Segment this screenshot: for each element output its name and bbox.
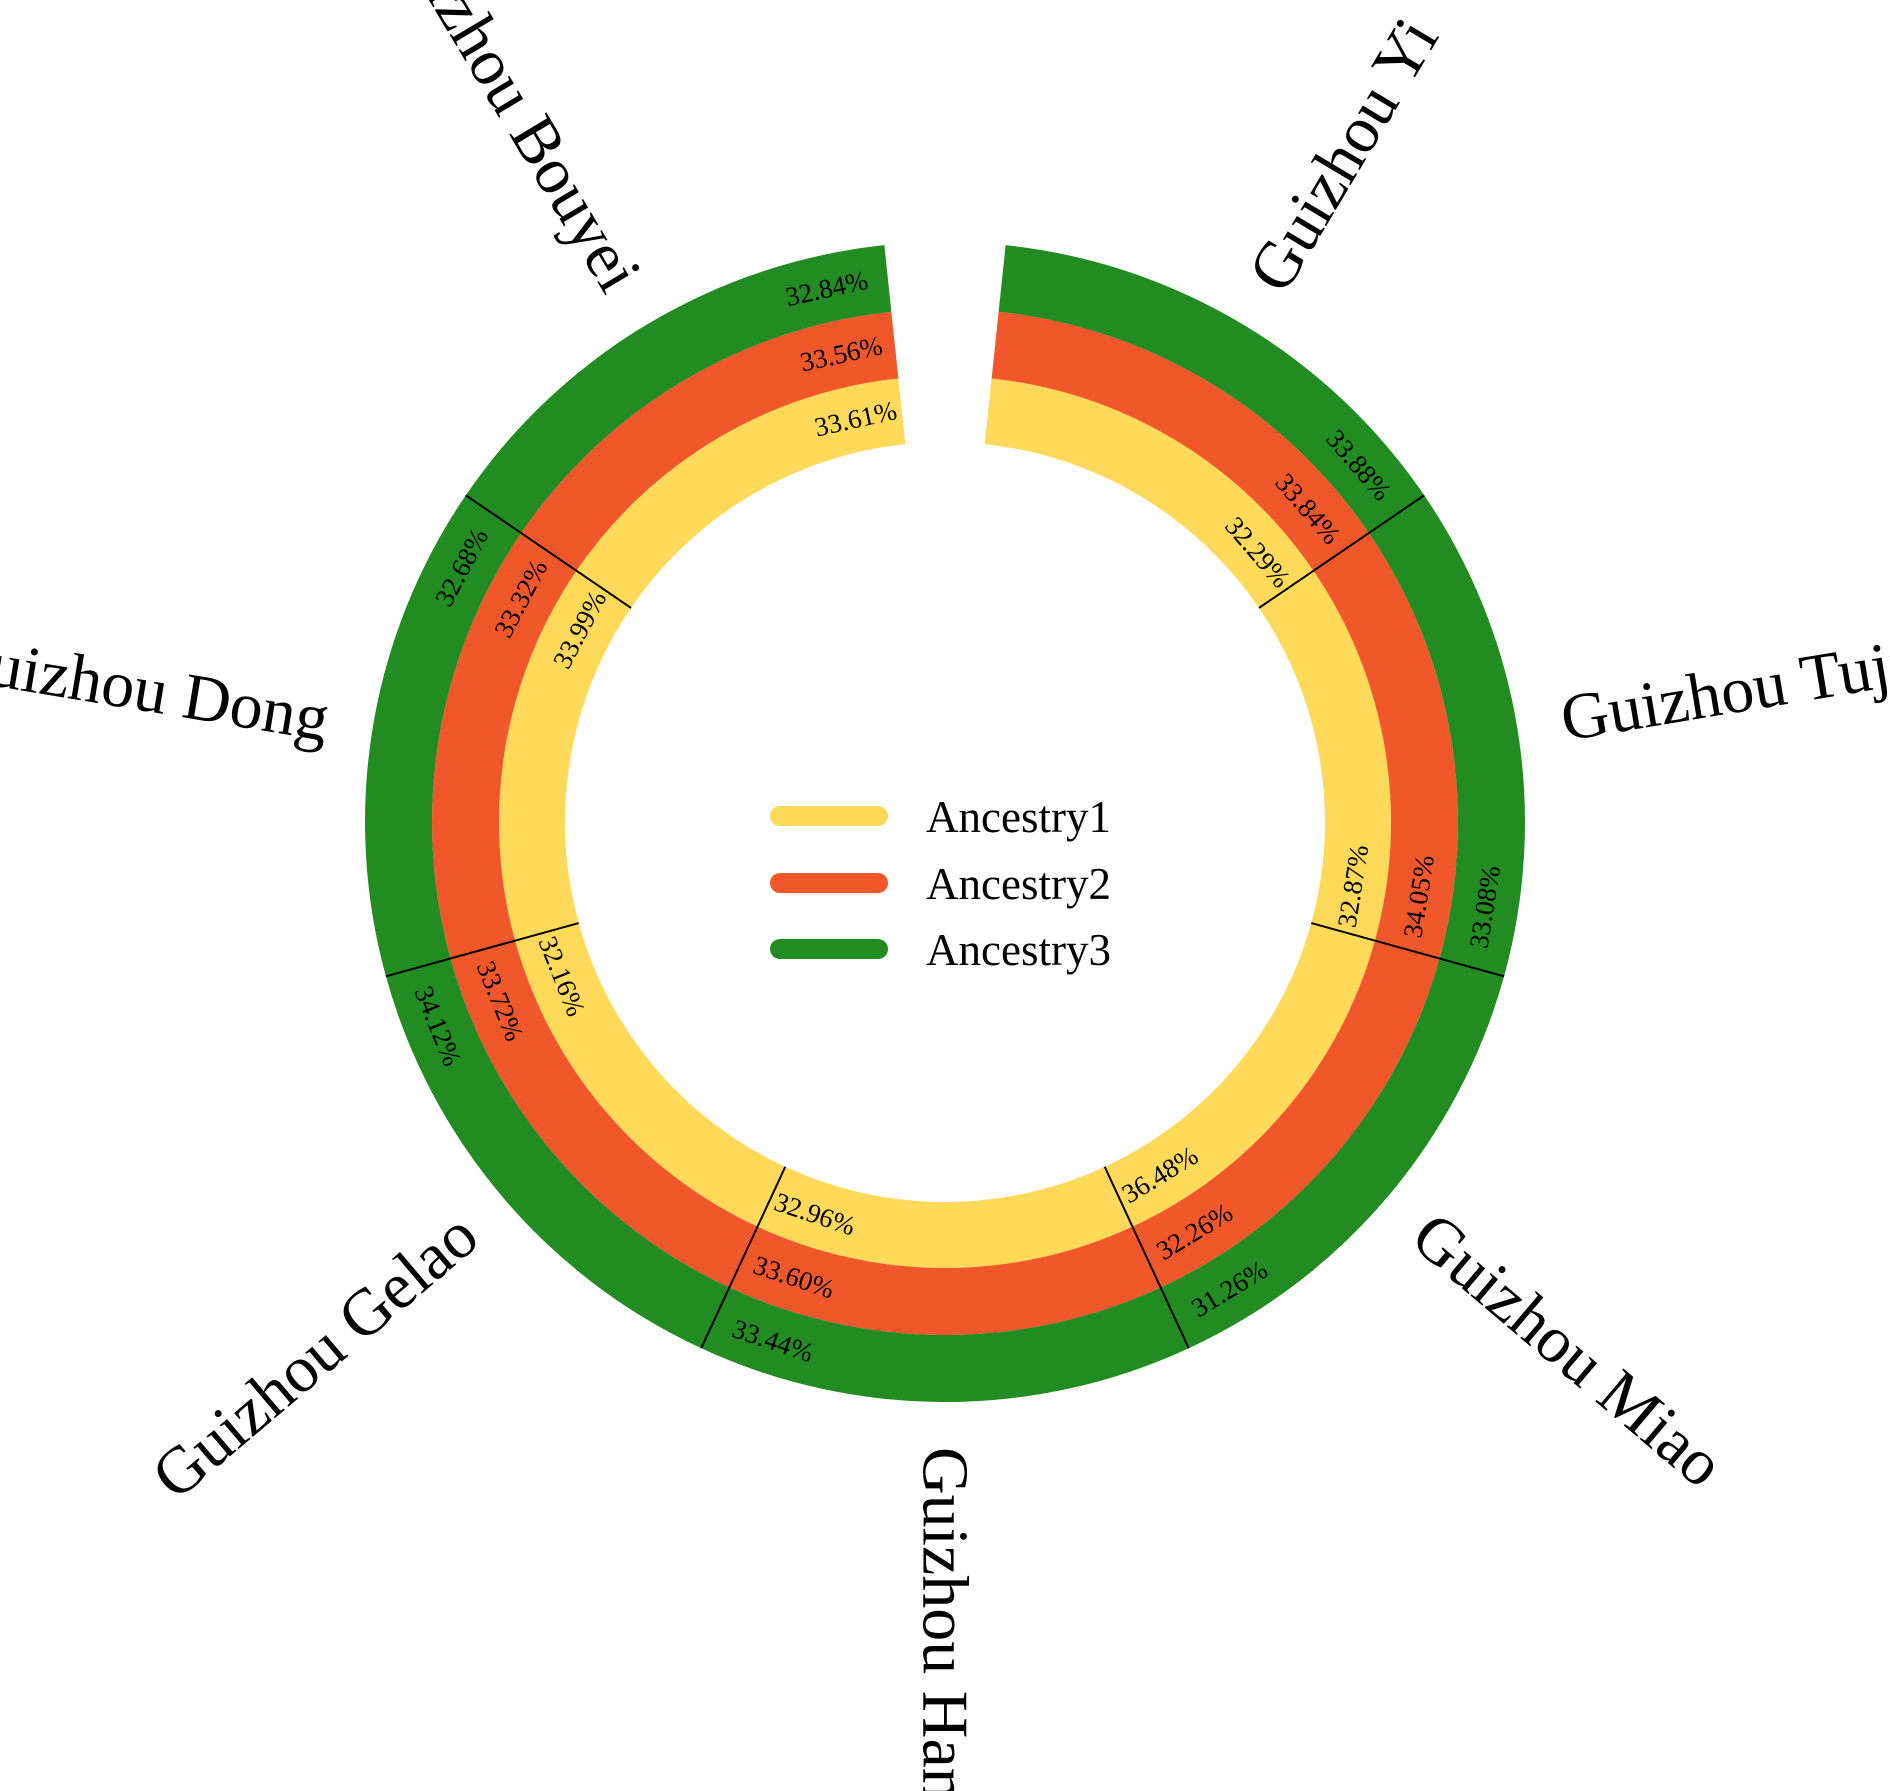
- segment-ancestry1-guizhou-miao: [1104, 923, 1375, 1227]
- segment-ancestry2-guizhou-tujia: [1313, 533, 1458, 959]
- group-label-guizhou-gelao: Guizhou Gelao: [138, 1198, 491, 1513]
- segment-ancestry2-guizhou-dong: [431, 533, 577, 959]
- group-label-guizhou-bouyei: Guizhou Bouyei: [370, 0, 655, 304]
- segment-ancestry3-guizhou-gelao: [385, 958, 730, 1349]
- segment-ancestry3-guizhou-han: [701, 1287, 1189, 1402]
- segment-ancestry2-guizhou-yi: [991, 311, 1369, 571]
- legend: Ancestry1 Ancestry2 Ancestry3: [770, 792, 1111, 975]
- ring-segments: [365, 245, 1525, 1402]
- legend-label-ancestry2: Ancestry2: [926, 859, 1111, 909]
- segment-ancestry1-guizhou-bouyei: [576, 378, 906, 608]
- segment-ancestry2-guizhou-gelao: [450, 940, 758, 1288]
- legend-label-ancestry3: Ancestry3: [926, 925, 1111, 975]
- segment-ancestry2-guizhou-han: [729, 1226, 1161, 1335]
- segment-ancestry1-guizhou-han: [757, 1166, 1133, 1268]
- segment-ancestry1-guizhou-dong: [499, 570, 632, 941]
- segment-ancestry3-guizhou-yi: [998, 245, 1425, 534]
- legend-label-ancestry1: Ancestry1: [926, 792, 1111, 842]
- divider-line: [385, 922, 579, 978]
- segment-ancestry2-guizhou-miao: [1132, 940, 1440, 1288]
- segment-ancestry3-guizhou-dong: [365, 495, 522, 977]
- divider-line: [1103, 1166, 1190, 1349]
- divider-line: [700, 1166, 787, 1349]
- segment-ancestry1-guizhou-gelao: [515, 923, 786, 1227]
- segment-ancestry2-guizhou-bouyei: [521, 311, 899, 571]
- divider-line: [1311, 922, 1505, 978]
- group-label-guizhou-dong: Guizhou Dong: [0, 620, 334, 756]
- group-label-guizhou-yi: Guizhou Yi: [1234, 6, 1452, 304]
- segment-ancestry3-guizhou-miao: [1160, 958, 1505, 1349]
- divider-line: [1258, 494, 1425, 609]
- group-label-guizhou-miao: Guizhou Miao: [1398, 1198, 1737, 1501]
- segment-ancestry1-guizhou-tujia: [1258, 570, 1391, 941]
- group-label-guizhou-han: Guizhou Han: [909, 1447, 982, 1791]
- segment-ancestry3-guizhou-bouyei: [465, 245, 892, 534]
- segment-ancestry1-guizhou-yi: [984, 378, 1314, 608]
- group-label-guizhou-tujia: Guizhou Tujia: [1556, 621, 1890, 755]
- segment-ancestry3-guizhou-tujia: [1368, 495, 1525, 977]
- group-dividers: [385, 494, 1505, 1349]
- divider-line: [465, 494, 632, 609]
